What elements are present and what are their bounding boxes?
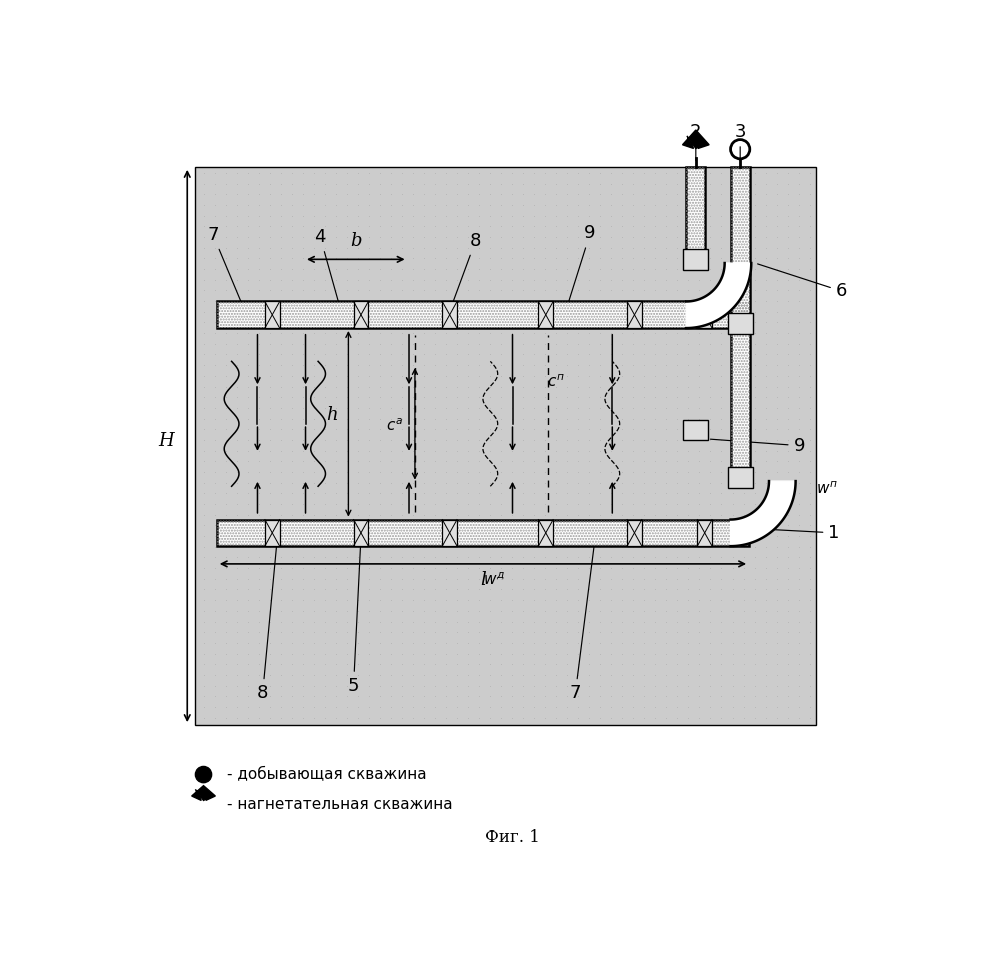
Text: 7: 7 xyxy=(207,226,244,308)
Text: H: H xyxy=(159,432,174,450)
Text: 9: 9 xyxy=(567,225,596,308)
Circle shape xyxy=(195,766,212,782)
Text: $w^д$: $w^д$ xyxy=(483,571,505,588)
Polygon shape xyxy=(683,130,709,149)
Text: 2: 2 xyxy=(690,123,702,160)
Bar xyxy=(354,301,368,328)
Bar xyxy=(195,167,816,725)
Bar xyxy=(538,301,553,328)
Bar xyxy=(627,301,642,328)
Bar xyxy=(686,167,705,263)
Bar xyxy=(354,519,368,546)
Bar xyxy=(442,519,457,546)
Text: 7: 7 xyxy=(570,540,595,703)
Bar xyxy=(731,167,750,481)
Bar xyxy=(728,313,753,334)
Bar xyxy=(217,301,749,328)
Bar xyxy=(217,301,749,328)
Bar xyxy=(731,167,750,481)
Bar xyxy=(683,249,708,270)
Text: 4: 4 xyxy=(315,228,340,308)
Text: h: h xyxy=(326,406,338,424)
Bar xyxy=(538,519,553,546)
Text: 3: 3 xyxy=(734,123,746,160)
Bar xyxy=(683,420,708,441)
Bar xyxy=(697,519,712,546)
Text: b: b xyxy=(350,232,362,250)
Text: 9: 9 xyxy=(710,437,805,455)
Text: l: l xyxy=(480,570,486,588)
Polygon shape xyxy=(192,785,215,801)
Text: 8: 8 xyxy=(451,232,481,308)
Text: - нагнетательная скважина: - нагнетательная скважина xyxy=(227,797,453,811)
Bar xyxy=(697,301,712,328)
Bar xyxy=(265,301,280,328)
Text: $c^a$: $c^a$ xyxy=(386,418,403,434)
Bar xyxy=(217,519,749,546)
Text: 1: 1 xyxy=(767,524,840,541)
Bar xyxy=(686,167,705,263)
Bar xyxy=(728,468,753,488)
Bar xyxy=(217,519,749,546)
Text: $c^п$: $c^п$ xyxy=(547,373,564,390)
Text: - добывающая скважина: - добывающая скважина xyxy=(227,767,427,782)
Text: 6: 6 xyxy=(758,264,847,300)
Bar xyxy=(265,519,280,546)
Text: 5: 5 xyxy=(348,540,361,695)
Polygon shape xyxy=(686,263,751,328)
Text: Фиг. 1: Фиг. 1 xyxy=(485,828,540,846)
Polygon shape xyxy=(731,481,796,546)
Text: 8: 8 xyxy=(257,540,277,703)
Text: $w^п$: $w^п$ xyxy=(816,480,837,496)
Bar xyxy=(627,519,642,546)
Bar xyxy=(442,301,457,328)
